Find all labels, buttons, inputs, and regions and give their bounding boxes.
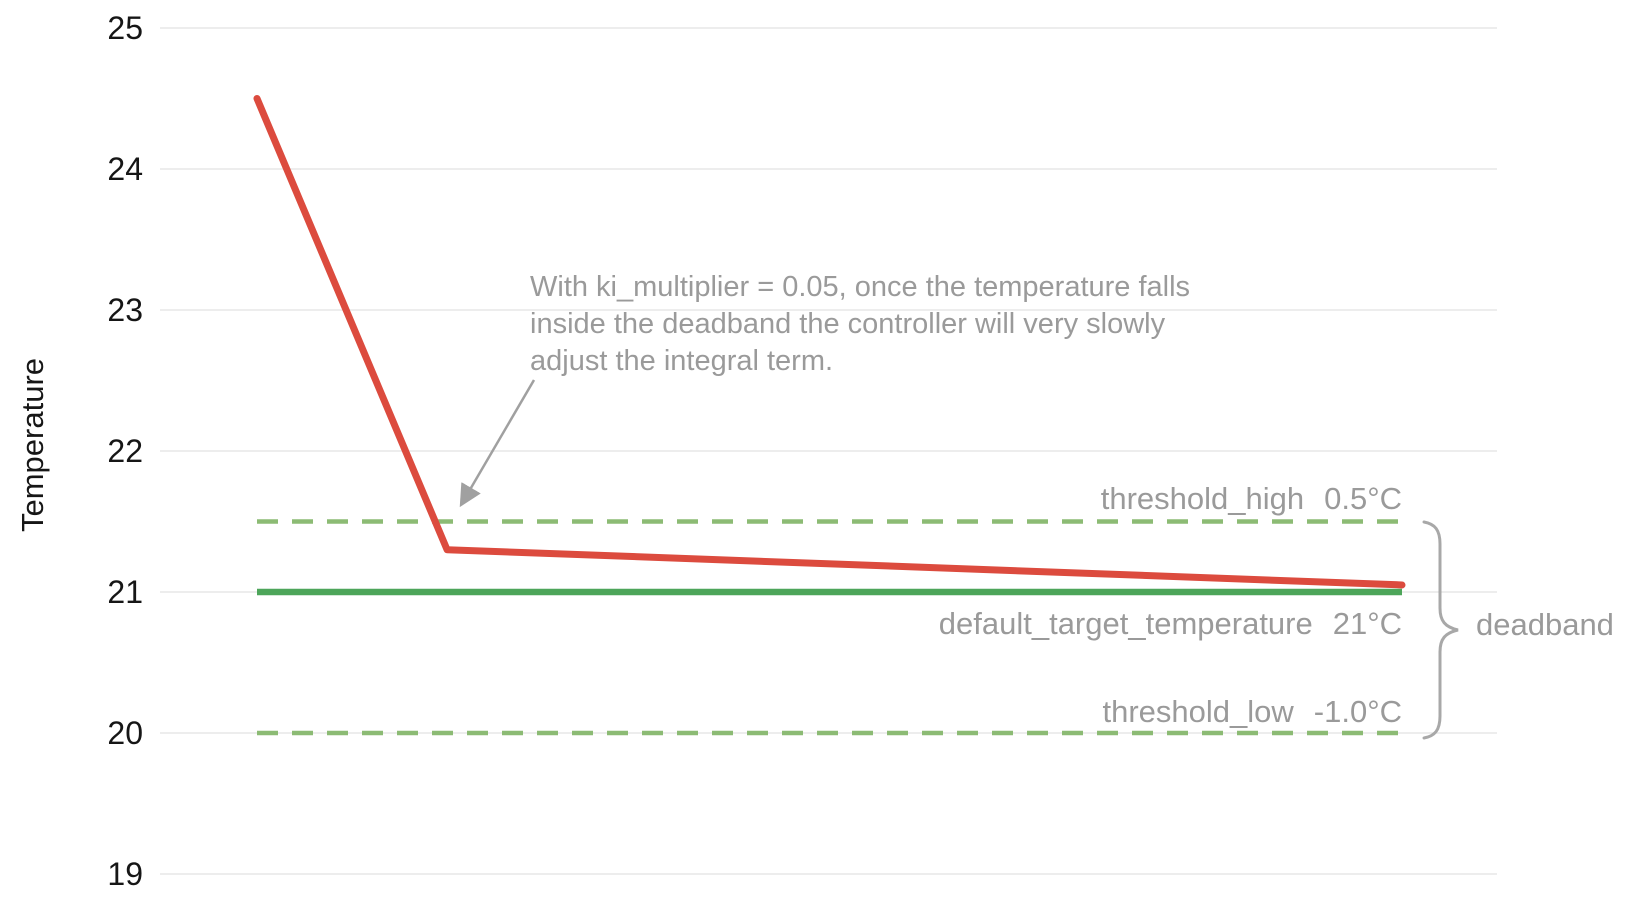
default-target-temperature-value: 21°C [1332, 606, 1402, 641]
series-line-temperature [253, 95, 1406, 589]
annotation-text: With ki_multiplier = 0.05, once the temp… [530, 269, 1190, 380]
y-tick-label-24: 24 [107, 151, 143, 187]
y-tick-label-25: 25 [107, 10, 143, 46]
gridlines-group: 25 24 23 22 21 20 19 [107, 10, 1497, 892]
y-tick-label-21: 21 [107, 574, 143, 610]
default-target-temperature-label: default_target_temperature 21°C [939, 606, 1402, 642]
y-axis-title: Temperature [15, 357, 50, 533]
threshold-high-value: 0.5°C [1324, 481, 1402, 516]
y-tick-label-20: 20 [107, 715, 143, 751]
series-lines-group [253, 95, 1406, 589]
y-tick-label-22: 22 [107, 433, 143, 469]
deadband-label: deadband [1476, 607, 1614, 642]
threshold-low-label: threshold_low -1.0°C [1103, 694, 1403, 730]
threshold-high-label: threshold_high 0.5°C [1101, 481, 1402, 517]
default-target-temperature-name: default_target_temperature [938, 606, 1313, 641]
y-tick-label-23: 23 [107, 292, 143, 328]
reference-lines-group [257, 519, 1402, 736]
threshold-low-name: threshold_low [1102, 694, 1294, 729]
annotation-line-2: inside the deadband the controller will … [530, 308, 1166, 340]
annotation-line-1: With ki_multiplier = 0.05, once the temp… [530, 271, 1191, 303]
threshold-high-name: threshold_high [1100, 481, 1305, 516]
annotation-line-3: adjust the integral term. [530, 345, 834, 377]
annotation-arrow [459, 379, 536, 508]
threshold-low-value: -1.0°C [1313, 694, 1402, 729]
deadband-brace [1422, 520, 1459, 740]
y-tick-label-19: 19 [107, 856, 143, 892]
